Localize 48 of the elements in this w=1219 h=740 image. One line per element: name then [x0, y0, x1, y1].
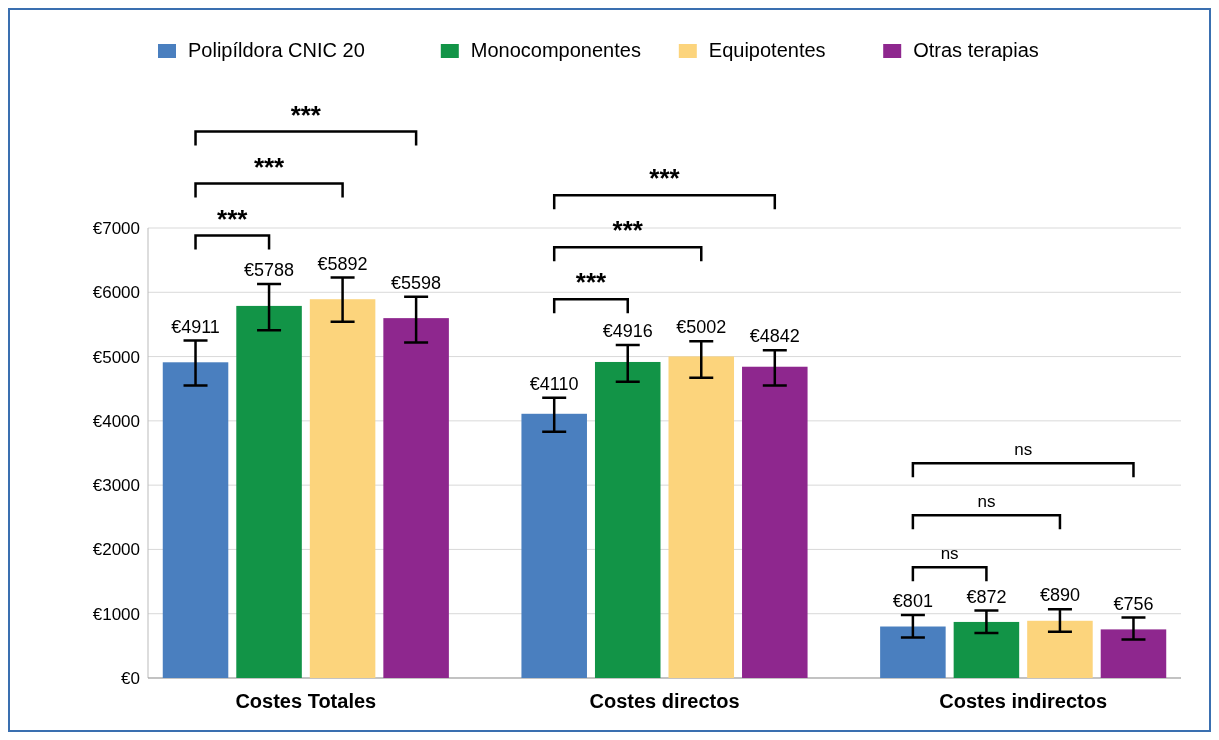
- y-tick-label: €6000: [92, 283, 140, 303]
- text: €4911: [171, 316, 220, 337]
- legend-label: Monocomponentes: [470, 39, 641, 61]
- text: €4842: [749, 326, 800, 347]
- bar: [1027, 620, 1093, 678]
- y-tick-label: €3000: [92, 476, 140, 496]
- text: €872: [966, 586, 1007, 607]
- y-tick-label: €2000: [92, 540, 140, 560]
- legend-label: Otras terapias: [913, 39, 1039, 61]
- annotation: ns: [940, 544, 959, 564]
- text: ***: [649, 163, 681, 194]
- text: €5892: [317, 253, 368, 274]
- text: ***: [290, 99, 322, 130]
- annotation: ***: [217, 203, 249, 234]
- annotation: ***: [575, 267, 608, 298]
- y-tick-label: €0: [121, 668, 140, 688]
- bar: [309, 299, 376, 678]
- text: €801: [892, 591, 933, 611]
- text: €756: [1113, 593, 1154, 614]
- annotation: ns: [1014, 440, 1033, 460]
- text: ***: [253, 151, 286, 182]
- bar: [742, 366, 808, 678]
- y-tick-label: €1000: [92, 604, 140, 624]
- text: €5002: [676, 317, 727, 338]
- x-tick-label: Costes directos: [589, 690, 740, 712]
- x-tick-label: Costes indirectos: [939, 690, 1108, 712]
- bar: [594, 361, 661, 678]
- text: €4110: [529, 373, 579, 394]
- bar: [953, 621, 1020, 678]
- bar: [236, 305, 302, 678]
- y-tick-label: €5000: [92, 347, 140, 367]
- legend-label: Equipotentes: [708, 39, 826, 61]
- y-tick-label: €4000: [92, 411, 140, 431]
- text: €890: [1039, 585, 1080, 606]
- annotation: ***: [612, 215, 644, 246]
- legend-label: Polipíldora CNIC 20: [188, 39, 365, 61]
- bar: [1100, 629, 1167, 678]
- text: €5598: [391, 272, 442, 293]
- bar: [880, 626, 946, 678]
- bar: [383, 318, 449, 678]
- y-tick-label: €7000: [92, 218, 140, 238]
- text: €5788: [244, 259, 295, 280]
- bar: [521, 413, 587, 678]
- bar: [162, 362, 229, 678]
- annotation: ns: [977, 492, 996, 512]
- bar: [668, 356, 735, 678]
- x-tick-label: Costes Totales: [235, 690, 377, 712]
- text: €4916: [602, 321, 653, 341]
